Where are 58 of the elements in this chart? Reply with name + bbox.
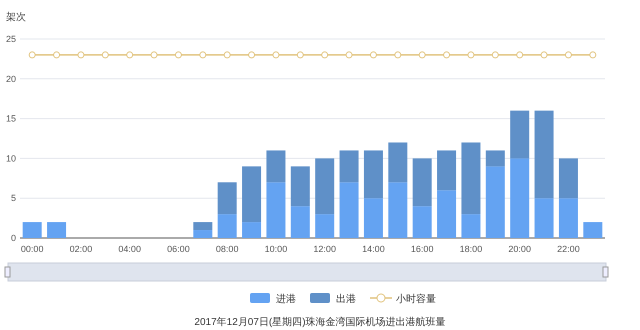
x-tick-label: 14:00 xyxy=(362,244,385,254)
bar xyxy=(193,230,212,238)
bar xyxy=(437,190,456,238)
bar xyxy=(412,158,432,206)
bar xyxy=(315,214,334,238)
legend-label: 进港 xyxy=(276,293,296,305)
y-tick-label: 25 xyxy=(6,34,16,44)
x-tick-label: 08:00 xyxy=(216,244,238,254)
bar xyxy=(266,150,286,182)
bar xyxy=(534,110,554,198)
bar xyxy=(510,158,530,238)
y-tick-label: 20 xyxy=(6,74,16,84)
y-tick-label: 10 xyxy=(6,153,16,164)
x-tick-label: 22:00 xyxy=(557,244,580,254)
bar xyxy=(218,182,237,214)
x-tick-label: 04:00 xyxy=(118,244,141,254)
x-tick-label: 16:00 xyxy=(410,244,434,254)
y-tick-label: 0 xyxy=(10,233,16,243)
bar xyxy=(510,110,530,158)
legend-label: 小时容量 xyxy=(396,293,436,305)
bar xyxy=(340,182,359,238)
x-tick-label: 10:00 xyxy=(264,244,288,254)
bar xyxy=(388,182,408,238)
y-axis-title: 架次 xyxy=(6,11,26,23)
bar xyxy=(290,166,310,206)
bar xyxy=(558,198,578,238)
bar xyxy=(340,150,359,182)
legend-label: 出港 xyxy=(336,293,356,305)
bar xyxy=(364,198,383,238)
bar xyxy=(47,222,66,238)
bar xyxy=(218,214,237,238)
x-tick-label: 06:00 xyxy=(167,244,190,254)
bar xyxy=(266,182,286,238)
bar xyxy=(315,158,334,214)
x-tick-label: 02:00 xyxy=(70,244,92,254)
bar xyxy=(22,222,42,238)
bar xyxy=(364,150,383,198)
bar xyxy=(534,198,554,238)
y-tick-label: 5 xyxy=(10,193,16,204)
bar xyxy=(412,206,432,238)
bar xyxy=(437,150,456,190)
bar xyxy=(583,222,602,238)
text: 2017年12月07日(星期四)珠海金湾国际机场进出港航班量 xyxy=(194,316,446,328)
bar xyxy=(290,206,310,238)
bar xyxy=(242,166,262,222)
bar xyxy=(486,150,505,166)
bar xyxy=(193,222,212,230)
y-tick-label: 15 xyxy=(6,114,16,124)
bar xyxy=(461,142,480,214)
bar xyxy=(486,166,505,238)
x-tick-label: 00:00 xyxy=(20,244,44,254)
bar xyxy=(388,142,408,182)
bar xyxy=(242,222,262,238)
x-tick-label: 12:00 xyxy=(313,244,336,254)
bar xyxy=(461,214,480,238)
x-tick-label: 18:00 xyxy=(460,244,482,254)
x-tick-label: 20:00 xyxy=(508,244,531,254)
bar xyxy=(558,158,578,198)
